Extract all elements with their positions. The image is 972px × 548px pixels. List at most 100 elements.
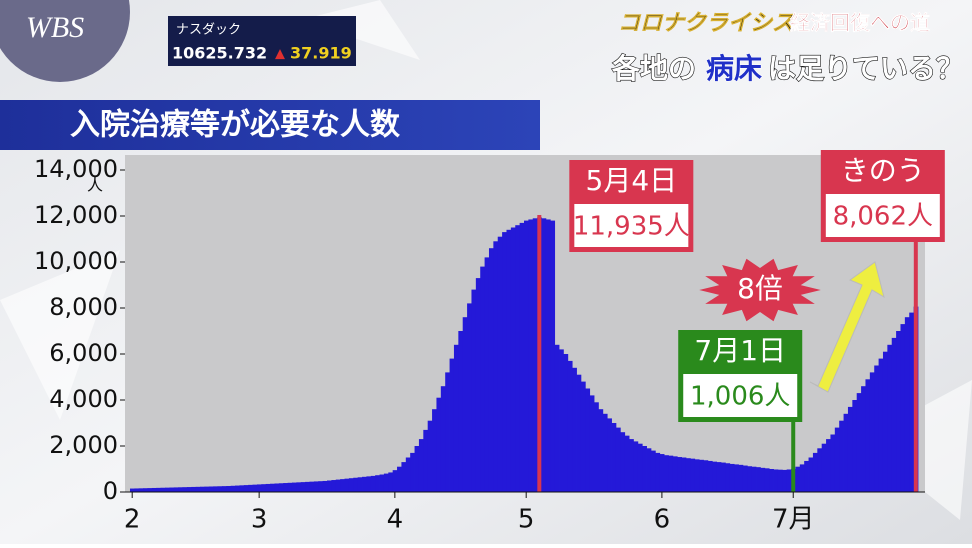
bar — [847, 406, 853, 492]
bar — [716, 462, 722, 492]
bar — [611, 423, 617, 492]
bar — [721, 462, 726, 492]
bar — [130, 488, 135, 492]
bar — [646, 448, 652, 492]
bar — [287, 482, 293, 492]
bar — [615, 427, 621, 492]
bar — [156, 487, 162, 492]
bar — [313, 481, 319, 492]
bar — [751, 466, 757, 492]
bar — [440, 386, 446, 492]
ratio-badge — [699, 258, 821, 322]
callout-date: 5月4日 — [586, 164, 678, 197]
bar — [559, 349, 564, 492]
value-label: 1,006人 — [690, 382, 790, 412]
bar — [200, 486, 205, 492]
bar — [305, 481, 310, 492]
bar — [392, 470, 398, 492]
y-tick-label: 12,000 — [34, 201, 118, 229]
bar — [878, 358, 884, 492]
bar — [830, 434, 836, 492]
bar — [414, 446, 420, 492]
bar — [173, 487, 179, 492]
bar — [436, 397, 442, 492]
bar — [821, 443, 827, 492]
bar — [138, 488, 144, 492]
bar — [362, 476, 367, 492]
bar — [397, 466, 402, 492]
bar — [191, 486, 197, 492]
callout-inner — [825, 194, 940, 237]
series-subtitle: 経済回復への道 — [790, 11, 930, 35]
bar — [799, 464, 805, 492]
bar — [230, 485, 236, 492]
bar — [528, 219, 534, 492]
bar — [861, 386, 866, 492]
y-tick-label: 8,000 — [49, 293, 118, 321]
bar — [550, 220, 556, 492]
bar — [563, 354, 569, 492]
bar — [331, 480, 337, 492]
bar — [427, 420, 433, 492]
chart-title: 入院治療等が必要な人数 — [70, 108, 401, 143]
logo: WBS — [26, 11, 84, 44]
bar — [852, 400, 858, 492]
bar — [410, 452, 415, 492]
bar — [375, 475, 380, 492]
ticker-value: 10625.732 — [172, 44, 267, 63]
ticker-change: 37.919 — [290, 44, 352, 63]
bar — [909, 312, 915, 492]
bar — [532, 218, 538, 493]
ticker-name: ナスダック — [176, 23, 241, 38]
bar — [834, 427, 840, 492]
bar — [383, 473, 389, 492]
bar — [747, 466, 753, 492]
bar — [283, 483, 288, 492]
bar — [248, 484, 253, 492]
bar — [480, 266, 485, 492]
bar — [633, 441, 639, 492]
bar — [340, 479, 345, 492]
bar — [467, 303, 472, 492]
bar — [817, 448, 823, 492]
y-tick-label: 4,000 — [49, 385, 118, 413]
bar — [143, 488, 148, 492]
bar — [265, 483, 271, 492]
bar — [484, 257, 490, 492]
bar — [252, 484, 258, 492]
bar — [488, 248, 494, 492]
bar — [668, 455, 674, 492]
bar — [453, 344, 459, 492]
bar — [629, 439, 634, 492]
bar — [327, 480, 332, 492]
value-label: 11,935人 — [573, 212, 690, 242]
bar — [580, 381, 586, 492]
bar — [213, 486, 218, 492]
bar — [567, 360, 573, 492]
bar — [891, 337, 897, 492]
bar — [681, 457, 687, 492]
bar — [432, 409, 437, 492]
bar — [856, 393, 862, 492]
bar — [195, 486, 201, 492]
bar — [642, 446, 647, 492]
bar — [318, 481, 324, 492]
bar — [541, 218, 547, 493]
bar — [699, 459, 704, 492]
bar — [594, 402, 599, 492]
bar — [865, 379, 871, 492]
bar — [869, 372, 875, 492]
bar — [707, 460, 713, 492]
bar — [672, 456, 678, 492]
bar — [598, 409, 604, 492]
bar — [738, 464, 744, 492]
bar — [694, 459, 700, 492]
bar — [278, 483, 284, 492]
bar — [475, 278, 481, 492]
x-tick-label: 7月 — [772, 505, 815, 535]
bar — [904, 317, 910, 492]
ticker-box — [168, 16, 356, 66]
bar — [418, 439, 424, 492]
callout-inner — [683, 374, 798, 417]
bar — [353, 477, 359, 492]
